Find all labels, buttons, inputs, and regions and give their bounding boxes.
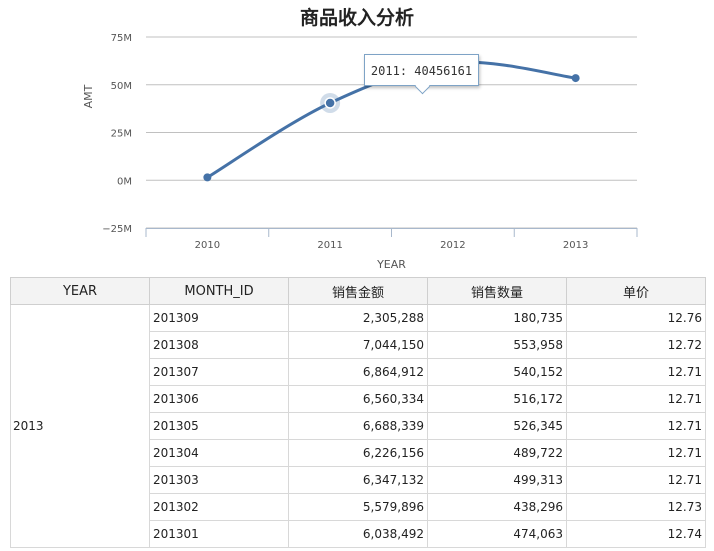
x-tick-label: 2013 [563, 240, 588, 251]
y-axis-title: AMT [82, 84, 95, 108]
sales-quantity-cell: 438,296 [427, 493, 567, 521]
y-tick-label: 75M [111, 33, 132, 44]
sales-amount-cell: 6,347,132 [288, 466, 428, 494]
sales-amount-cell: 6,688,339 [288, 412, 428, 440]
month-id-cell: 201305 [149, 412, 289, 440]
table-header-row: YEAR MONTH_ID 销售金额 销售数量 单价 [10, 277, 706, 305]
sales-quantity-cell: 180,735 [427, 304, 567, 332]
header-month-id[interactable]: MONTH_ID [149, 277, 289, 305]
sales-quantity-cell: 474,063 [427, 520, 567, 548]
table-row: 201306 6,560,334 516,172 12.71 [11, 385, 706, 413]
y-tick-label: 50M [111, 81, 132, 92]
table-row: 201307 6,864,912 540,152 12.71 [11, 358, 706, 386]
header-sales-quantity[interactable]: 销售数量 [427, 277, 567, 305]
header-sales-amount[interactable]: 销售金额 [288, 277, 428, 305]
month-id-cell: 201308 [149, 331, 289, 359]
month-id-cell: 201301 [149, 520, 289, 548]
table-row: 201304 6,226,156 489,722 12.71 [11, 439, 706, 467]
unit-price-cell: 12.76 [566, 304, 706, 332]
sales-amount-cell: 5,579,896 [288, 493, 428, 521]
data-point[interactable] [324, 97, 336, 109]
y-tick-label: 25M [111, 129, 132, 140]
sales-quantity-cell: 516,172 [427, 385, 567, 413]
sales-quantity-cell: 499,313 [427, 466, 567, 494]
month-id-cell: 201309 [149, 304, 289, 332]
unit-price-cell: 12.71 [566, 385, 706, 413]
month-id-cell: 201304 [149, 439, 289, 467]
sales-amount-cell: 6,864,912 [288, 358, 428, 386]
table-row: 201308 7,044,150 553,958 12.72 [11, 331, 706, 359]
month-id-cell: 201306 [149, 385, 289, 413]
table-row: 201305 6,688,339 526,345 12.71 [11, 412, 706, 440]
data-table: YEAR MONTH_ID 销售金额 销售数量 单价 2013 201309 2,3… [10, 277, 706, 548]
data-point[interactable] [571, 74, 580, 83]
sales-amount-cell: 2,305,288 [288, 304, 428, 332]
chart-title: 商品收入分析 [299, 7, 414, 29]
y-tick-label: 0M [117, 176, 132, 187]
header-year[interactable]: YEAR [10, 277, 150, 305]
unit-price-cell: 12.72 [566, 331, 706, 359]
x-tick-label: 2011 [317, 240, 342, 251]
data-point[interactable] [203, 173, 212, 182]
unit-price-cell: 12.71 [566, 412, 706, 440]
y-tick-label: −25M [102, 224, 132, 235]
table-row: 201302 5,579,896 438,296 12.73 [11, 493, 706, 521]
unit-price-cell: 12.71 [566, 358, 706, 386]
sales-quantity-cell: 526,345 [427, 412, 567, 440]
sales-amount-cell: 6,226,156 [288, 439, 428, 467]
chart-tooltip: 2011: 40456161 [364, 54, 479, 86]
sales-amount-cell: 6,038,492 [288, 520, 428, 548]
sales-quantity-cell: 540,152 [427, 358, 567, 386]
line-chart: 75M 50M 25M 0M −25M 2010 2011 2012 2013 YEAR AMT [82, 33, 638, 271]
x-tick-label: 2012 [440, 240, 465, 251]
month-id-cell: 201307 [149, 358, 289, 386]
x-tick-label: 2010 [195, 240, 220, 251]
sales-quantity-cell: 489,722 [427, 439, 567, 467]
table-row: 2013 201309 2,305,288 180,735 12.76 [10, 304, 706, 548]
month-id-cell: 201302 [149, 493, 289, 521]
year-group-cell: 2013 [10, 304, 150, 548]
unit-price-cell: 12.71 [566, 439, 706, 467]
unit-price-cell: 12.74 [566, 520, 706, 548]
month-id-cell: 201303 [149, 466, 289, 494]
unit-price-cell: 12.73 [566, 493, 706, 521]
header-unit-price[interactable]: 单价 [566, 277, 706, 305]
sales-amount-cell: 7,044,150 [288, 331, 428, 359]
unit-price-cell: 12.71 [566, 466, 706, 494]
sales-quantity-cell: 553,958 [427, 331, 567, 359]
sales-amount-cell: 6,560,334 [288, 385, 428, 413]
x-axis-title: YEAR [376, 258, 406, 271]
table-row: 201301 6,038,492 474,063 12.74 [11, 520, 706, 548]
